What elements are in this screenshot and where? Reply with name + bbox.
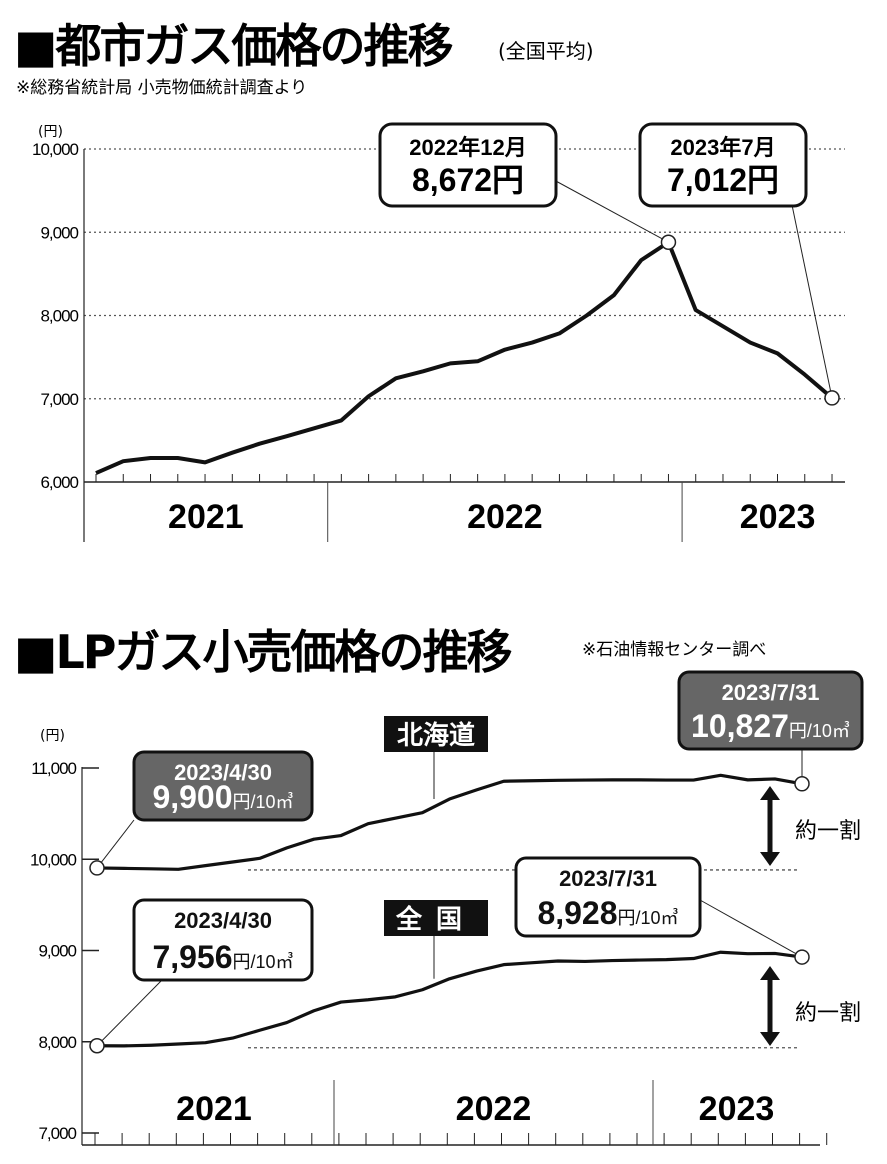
arrow-head-up [760,966,780,980]
callout-leader [699,899,803,958]
callout-value: 7,956円/10㎥ [152,939,293,975]
chart1-source: ※総務省統計局 小売物価統計調査より [16,78,307,98]
callout-value: 8,672円 [412,162,524,198]
callout-date: 2022年12月 [409,135,526,160]
y-tick-label: 7,000 [38,1124,76,1143]
callout-leader [96,979,163,1047]
callout-date: 2023/4/30 [174,760,272,785]
difference-label: 約一割 [795,1001,861,1026]
y-tick-label: 9,000 [40,223,78,242]
callout-leader [553,179,669,243]
callout-date: 2023/7/31 [722,680,820,705]
callout-date: 2023/4/30 [174,908,272,933]
callout-value: 10,827円/10㎥ [691,708,850,744]
year-label: 2022 [467,498,543,536]
data-point-marker [660,234,677,250]
callout-value: 8,928円/10㎥ [537,895,678,931]
callout-box [132,750,314,822]
city-gas-line [95,240,834,475]
series-tag-label: 全国 [395,904,476,935]
y-tick-label: 11,000 [31,759,76,778]
callout-leader [96,819,135,869]
arrow-head-down [760,1032,780,1046]
y-tick-label: 6,000 [40,473,78,492]
callout-value-unit: 円/10㎥ [233,952,294,972]
callout-box [378,122,558,208]
chart2-source: ※石油情報センター調べ [582,640,766,660]
chart1-title: ■都市ガス価格の推移 [14,19,452,73]
data-point-marker [794,776,810,792]
y-tick-label: 10,000 [30,850,77,869]
callout-value-number: 8,928 [537,895,617,931]
hokkaido-line [96,773,803,871]
y-tick-label: 8,000 [40,307,78,326]
callout-value-unit: 円/10㎥ [618,908,679,928]
callout-box [132,898,314,982]
series-tag-bg [384,900,488,936]
year-label: 2022 [456,1090,532,1128]
chart2-title: ■LPガス小売価格の推移 [14,625,511,679]
callout-value: 9,900円/10㎥ [152,779,293,815]
y-tick-label: 7,000 [40,390,78,409]
y-tick-label: 8,000 [38,1033,76,1052]
data-point-marker [794,949,810,965]
callout-date: 2023年7月 [670,135,775,160]
data-point-marker [824,390,840,406]
callout-date: 2023/7/31 [559,866,657,891]
difference-label: 約一割 [795,819,861,844]
callout-value-number: 9,900 [152,779,232,815]
data-point-marker [89,860,105,876]
year-label: 2021 [176,1090,252,1128]
callout-box [677,670,864,751]
national-line [96,950,803,1048]
data-point-marker [89,1038,105,1054]
chart2-y-unit: (円) [40,728,65,744]
callout-value-unit: 円/10㎥ [789,721,850,741]
callout-leader [791,204,833,399]
arrow-head-down [760,852,780,866]
year-label: 2021 [168,498,244,536]
callout-box [514,856,702,938]
callout-value-number: 10,827 [691,708,789,744]
callout-value-unit: 円/10㎥ [233,792,294,812]
y-tick-label: 9,000 [38,942,76,961]
chart1-y-unit: (円) [38,124,63,140]
chart1-title-suffix: (全国平均) [498,39,594,63]
callout-value-number: 7,956 [152,939,232,975]
arrow-head-up [760,786,780,800]
year-label: 2023 [699,1090,775,1128]
callout-value: 7,012円 [667,162,779,198]
series-tag-bg [384,716,488,752]
year-label: 2023 [740,498,816,536]
y-tick-label: 10,000 [32,140,79,159]
callout-box [638,122,808,208]
series-tag-label: 北海道 [397,720,475,751]
